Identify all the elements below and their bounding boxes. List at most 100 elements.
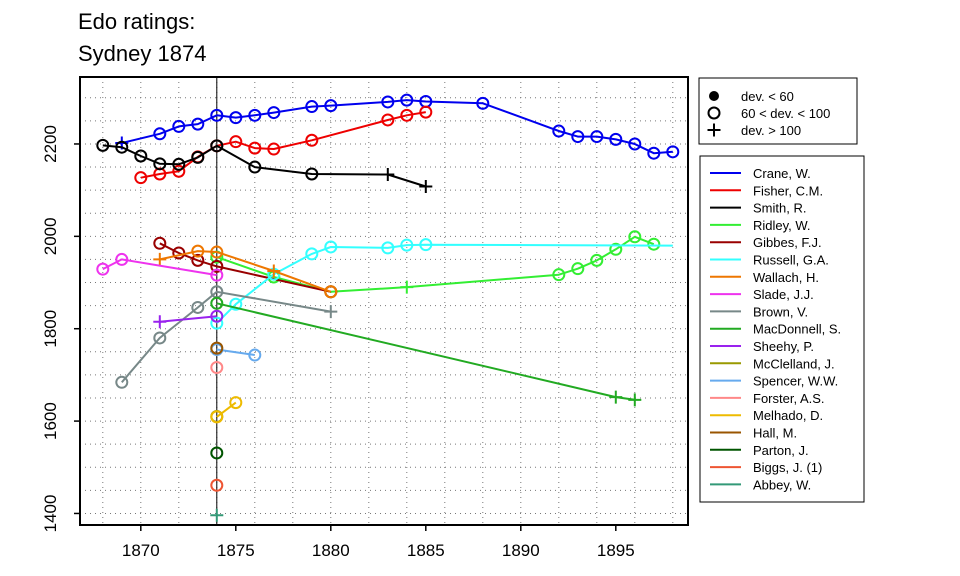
series-legend-label: Sheehy, P. [753, 339, 814, 354]
data-point [172, 157, 186, 171]
marker-legend-symbol [709, 91, 719, 101]
data-point [628, 230, 642, 244]
series-line [159, 242, 332, 293]
data-point [153, 315, 167, 329]
data-point [210, 108, 224, 122]
data-point [153, 236, 167, 250]
series-9 [210, 296, 642, 407]
data-point [419, 105, 433, 119]
series-line [159, 250, 332, 293]
series-legend-label: Smith, R. [753, 201, 806, 216]
data-point [400, 280, 414, 294]
data-point [248, 348, 262, 362]
data-point [381, 241, 395, 255]
data-point [210, 316, 224, 330]
series-3 [210, 230, 661, 299]
data-point [552, 268, 566, 282]
data-point [210, 410, 224, 424]
marker-legend-symbol [707, 123, 721, 137]
x-tick-label: 1895 [597, 541, 635, 560]
x-tick-label: 1885 [407, 541, 445, 560]
data-point [305, 167, 319, 181]
series-line [216, 302, 635, 401]
axes: 1870 1875 1880 1885 1890 1895 1400 1600 1800 2000… [41, 125, 635, 560]
data-point [210, 139, 224, 153]
gridlines [80, 77, 688, 525]
chart-title-line-1: Edo ratings: [78, 9, 195, 34]
data-point [172, 119, 186, 133]
data-point [153, 127, 167, 141]
data-point [191, 150, 205, 164]
data-point [590, 130, 604, 144]
x-tick-label: 1880 [312, 541, 350, 560]
marker-legend-label: dev. < 60 [741, 89, 794, 104]
data-point [305, 247, 319, 261]
series-14 [210, 396, 243, 424]
data-point [115, 140, 129, 154]
data-point [419, 179, 433, 193]
x-tick-label: 1870 [122, 541, 160, 560]
series-legend-label: Ridley, W. [753, 218, 811, 233]
data-point [191, 117, 205, 131]
data-point [134, 171, 148, 185]
data-point [210, 245, 224, 259]
data-point [191, 300, 205, 314]
series-2 [96, 138, 433, 193]
series-line [102, 258, 217, 277]
data-point [210, 268, 224, 282]
data-point [324, 285, 338, 299]
series-1 [134, 105, 433, 185]
series-legend-label: Brown, V. [753, 304, 808, 319]
data-point [248, 108, 262, 122]
series-legend-label: Hall, M. [753, 426, 797, 441]
data-point [419, 238, 433, 252]
series-10 [153, 309, 224, 329]
data-point [229, 111, 243, 125]
y-tick-label: 1400 [41, 495, 60, 533]
data-point [210, 478, 224, 492]
series-line [216, 235, 655, 293]
data-point [210, 508, 224, 522]
series-legend-label: Gibbes, F.J. [753, 235, 822, 250]
series-0 [115, 93, 680, 160]
data-point [153, 331, 167, 345]
x-tick-label: 1875 [217, 541, 255, 560]
data-point [571, 262, 585, 276]
series-legend-label: Forster, A.S. [753, 391, 825, 406]
data-point [628, 137, 642, 151]
data-point [324, 305, 338, 319]
data-point [210, 296, 224, 310]
data-point [647, 237, 661, 251]
data-point [210, 259, 224, 273]
series-17 [210, 478, 224, 492]
series-legend-label: Fisher, C.M. [753, 183, 823, 198]
data-point [210, 361, 224, 375]
series-legend-label: Biggs, J. (1) [753, 460, 822, 475]
series-legend-label: Spencer, W.W. [753, 374, 838, 389]
data-point [229, 135, 243, 149]
data-point [153, 252, 167, 266]
data-point [305, 133, 319, 147]
data-point [153, 157, 167, 171]
data-point [191, 253, 205, 267]
series-legend: Crane, W. Fisher, C.M. Smith, R. Ridley, W.… [699, 155, 865, 503]
series-legend-label: MacDonnell, S. [753, 322, 841, 337]
data-point [571, 130, 585, 144]
marker-legend-symbol [707, 106, 721, 120]
data-point [115, 252, 129, 266]
series-group [96, 93, 680, 522]
y-tick-label: 1800 [41, 310, 60, 348]
series-16 [210, 446, 224, 460]
data-point [248, 141, 262, 155]
marker-legend-label: 60 < dev. < 100 [741, 106, 830, 121]
y-tick-label: 2000 [41, 217, 60, 255]
data-point [609, 242, 623, 256]
data-point [324, 99, 338, 113]
marker-legend-box [698, 77, 858, 145]
series-line [216, 401, 237, 418]
data-point [115, 375, 129, 389]
series-18 [210, 508, 224, 522]
series-line [159, 315, 217, 323]
data-point [666, 145, 680, 159]
data-point [552, 124, 566, 138]
